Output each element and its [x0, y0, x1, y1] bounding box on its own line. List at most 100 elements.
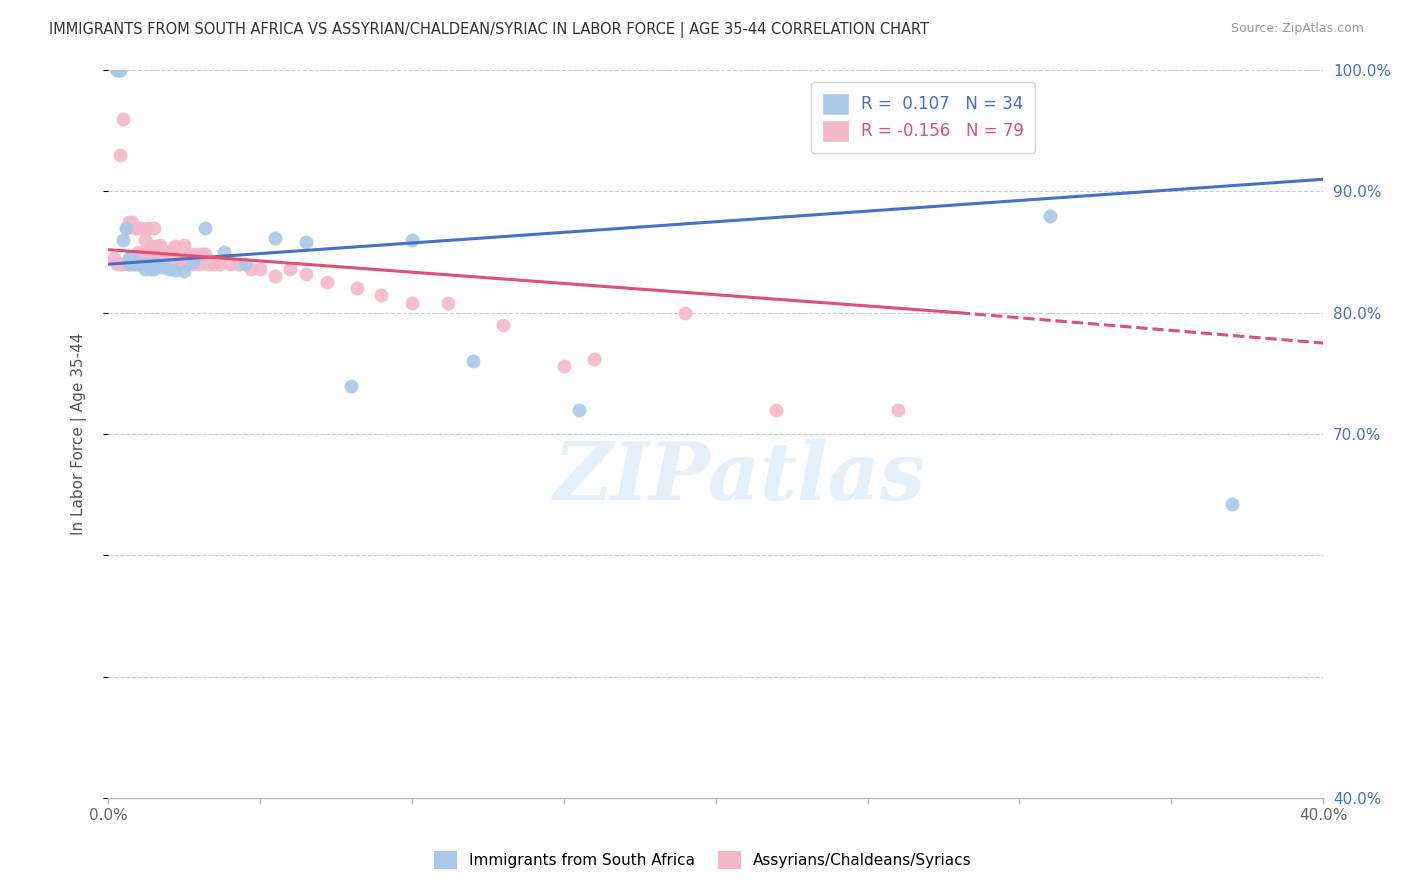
- Point: [105, 63, 128, 78]
- Point: [181, 257, 204, 271]
- Point: [568, 402, 591, 417]
- Point: [149, 251, 172, 265]
- Point: [461, 354, 484, 368]
- Point: [145, 257, 167, 271]
- Point: [139, 251, 162, 265]
- Point: [160, 257, 183, 271]
- Point: [163, 239, 186, 253]
- Point: [176, 257, 198, 271]
- Point: [145, 239, 167, 253]
- Point: [142, 257, 165, 271]
- Point: [315, 276, 337, 290]
- Point: [155, 245, 177, 260]
- Point: [294, 267, 316, 281]
- Point: [401, 296, 423, 310]
- Point: [142, 251, 165, 265]
- Point: [124, 257, 146, 271]
- Point: [152, 260, 174, 274]
- Point: [228, 257, 250, 271]
- Point: [149, 257, 172, 271]
- Point: [131, 220, 153, 235]
- Point: [218, 257, 240, 271]
- Point: [118, 251, 141, 265]
- Point: [194, 247, 217, 261]
- Point: [152, 245, 174, 260]
- Legend: R =  0.107   N = 34, R = -0.156   N = 79: R = 0.107 N = 34, R = -0.156 N = 79: [811, 82, 1035, 153]
- Legend: Immigrants from South Africa, Assyrians/Chaldeans/Syriacs: Immigrants from South Africa, Assyrians/…: [427, 845, 979, 875]
- Point: [127, 245, 149, 260]
- Y-axis label: In Labor Force | Age 35-44: In Labor Force | Age 35-44: [72, 333, 87, 535]
- Point: [179, 247, 201, 261]
- Point: [136, 257, 159, 271]
- Point: [264, 269, 287, 284]
- Point: [157, 262, 180, 277]
- Point: [583, 351, 606, 366]
- Point: [212, 245, 235, 260]
- Point: [112, 112, 135, 126]
- Point: [112, 257, 135, 271]
- Point: [202, 257, 225, 271]
- Text: ZIPatlas: ZIPatlas: [554, 439, 927, 516]
- Point: [136, 257, 159, 271]
- Point: [186, 247, 208, 261]
- Point: [1039, 209, 1062, 223]
- Point: [139, 239, 162, 253]
- Point: [249, 262, 271, 277]
- Point: [118, 215, 141, 229]
- Point: [124, 220, 146, 235]
- Point: [131, 257, 153, 271]
- Point: [346, 281, 368, 295]
- Point: [170, 251, 193, 265]
- Point: [673, 306, 696, 320]
- Point: [127, 220, 149, 235]
- Point: [142, 262, 165, 277]
- Point: [115, 220, 138, 235]
- Point: [197, 257, 219, 271]
- Point: [149, 237, 172, 252]
- Point: [167, 257, 190, 271]
- Point: [127, 257, 149, 271]
- Point: [173, 264, 195, 278]
- Point: [401, 233, 423, 247]
- Point: [110, 257, 132, 271]
- Point: [127, 257, 149, 271]
- Point: [131, 251, 153, 265]
- Point: [105, 63, 128, 78]
- Point: [209, 257, 232, 271]
- Point: [139, 257, 162, 271]
- Point: [110, 148, 132, 162]
- Point: [112, 233, 135, 247]
- Point: [139, 262, 162, 277]
- Point: [553, 359, 575, 373]
- Point: [157, 257, 180, 271]
- Point: [110, 63, 132, 78]
- Point: [110, 63, 132, 78]
- Point: [233, 257, 256, 271]
- Point: [142, 257, 165, 271]
- Point: [136, 245, 159, 260]
- Point: [103, 251, 125, 265]
- Point: [121, 257, 143, 271]
- Point: [173, 257, 195, 271]
- Point: [160, 245, 183, 260]
- Point: [437, 296, 460, 310]
- Point: [134, 262, 156, 277]
- Point: [136, 220, 159, 235]
- Point: [134, 233, 156, 247]
- Point: [155, 257, 177, 271]
- Point: [188, 257, 211, 271]
- Point: [181, 254, 204, 268]
- Point: [163, 263, 186, 277]
- Point: [127, 257, 149, 271]
- Point: [280, 262, 302, 277]
- Point: [115, 220, 138, 235]
- Point: [173, 237, 195, 252]
- Point: [194, 220, 217, 235]
- Point: [131, 257, 153, 271]
- Point: [239, 262, 262, 277]
- Point: [145, 257, 167, 271]
- Point: [157, 245, 180, 260]
- Point: [492, 318, 515, 332]
- Point: [121, 215, 143, 229]
- Point: [145, 251, 167, 265]
